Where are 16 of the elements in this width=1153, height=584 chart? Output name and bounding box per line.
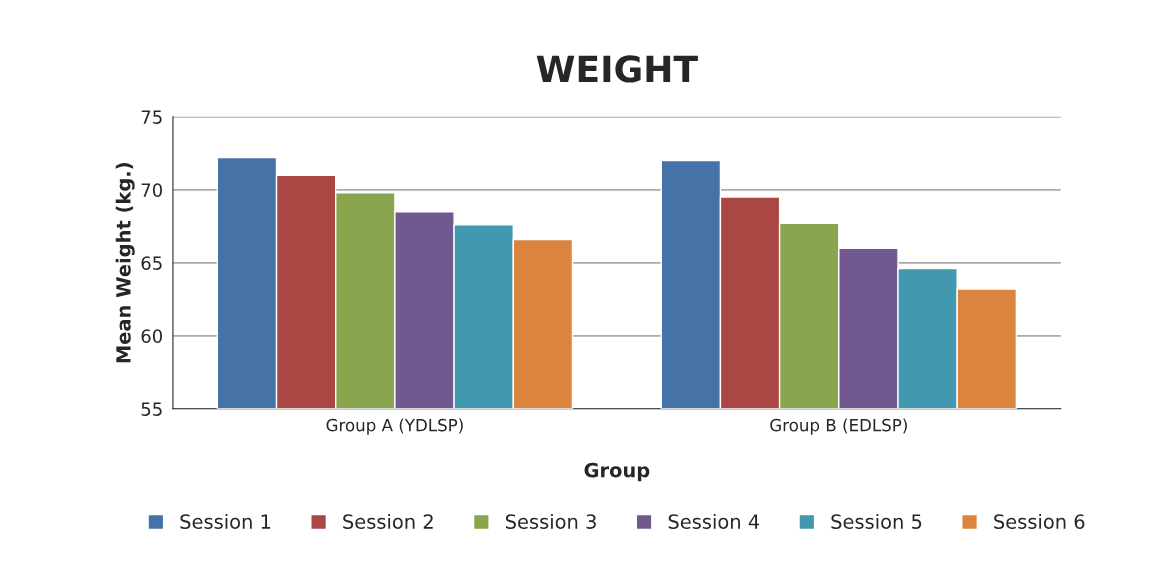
y-axis-title: Mean Weight (kg.) <box>115 163 135 363</box>
y-tick-label: 55 <box>141 402 162 416</box>
y-tick-label: 65 <box>141 256 162 270</box>
x-tick-label: Group A (YDLSP) <box>326 418 463 435</box>
chart-title: WEIGHT <box>536 55 698 83</box>
legend-label: Session 3 <box>505 513 596 529</box>
x-axis-title: Group <box>584 462 650 482</box>
x-tick-label: Group B (EDLSP) <box>770 418 907 435</box>
y-tick-label: 75 <box>141 110 162 124</box>
legend-label: Session 4 <box>668 513 760 529</box>
legend-label: Session 5 <box>831 513 922 529</box>
y-tick-label: 60 <box>141 329 163 343</box>
legend-label: Session 1 <box>180 513 271 529</box>
legend-label: Session 6 <box>994 513 1085 529</box>
legend-label: Session 2 <box>343 513 433 529</box>
y-tick-label: 70 <box>141 183 163 197</box>
